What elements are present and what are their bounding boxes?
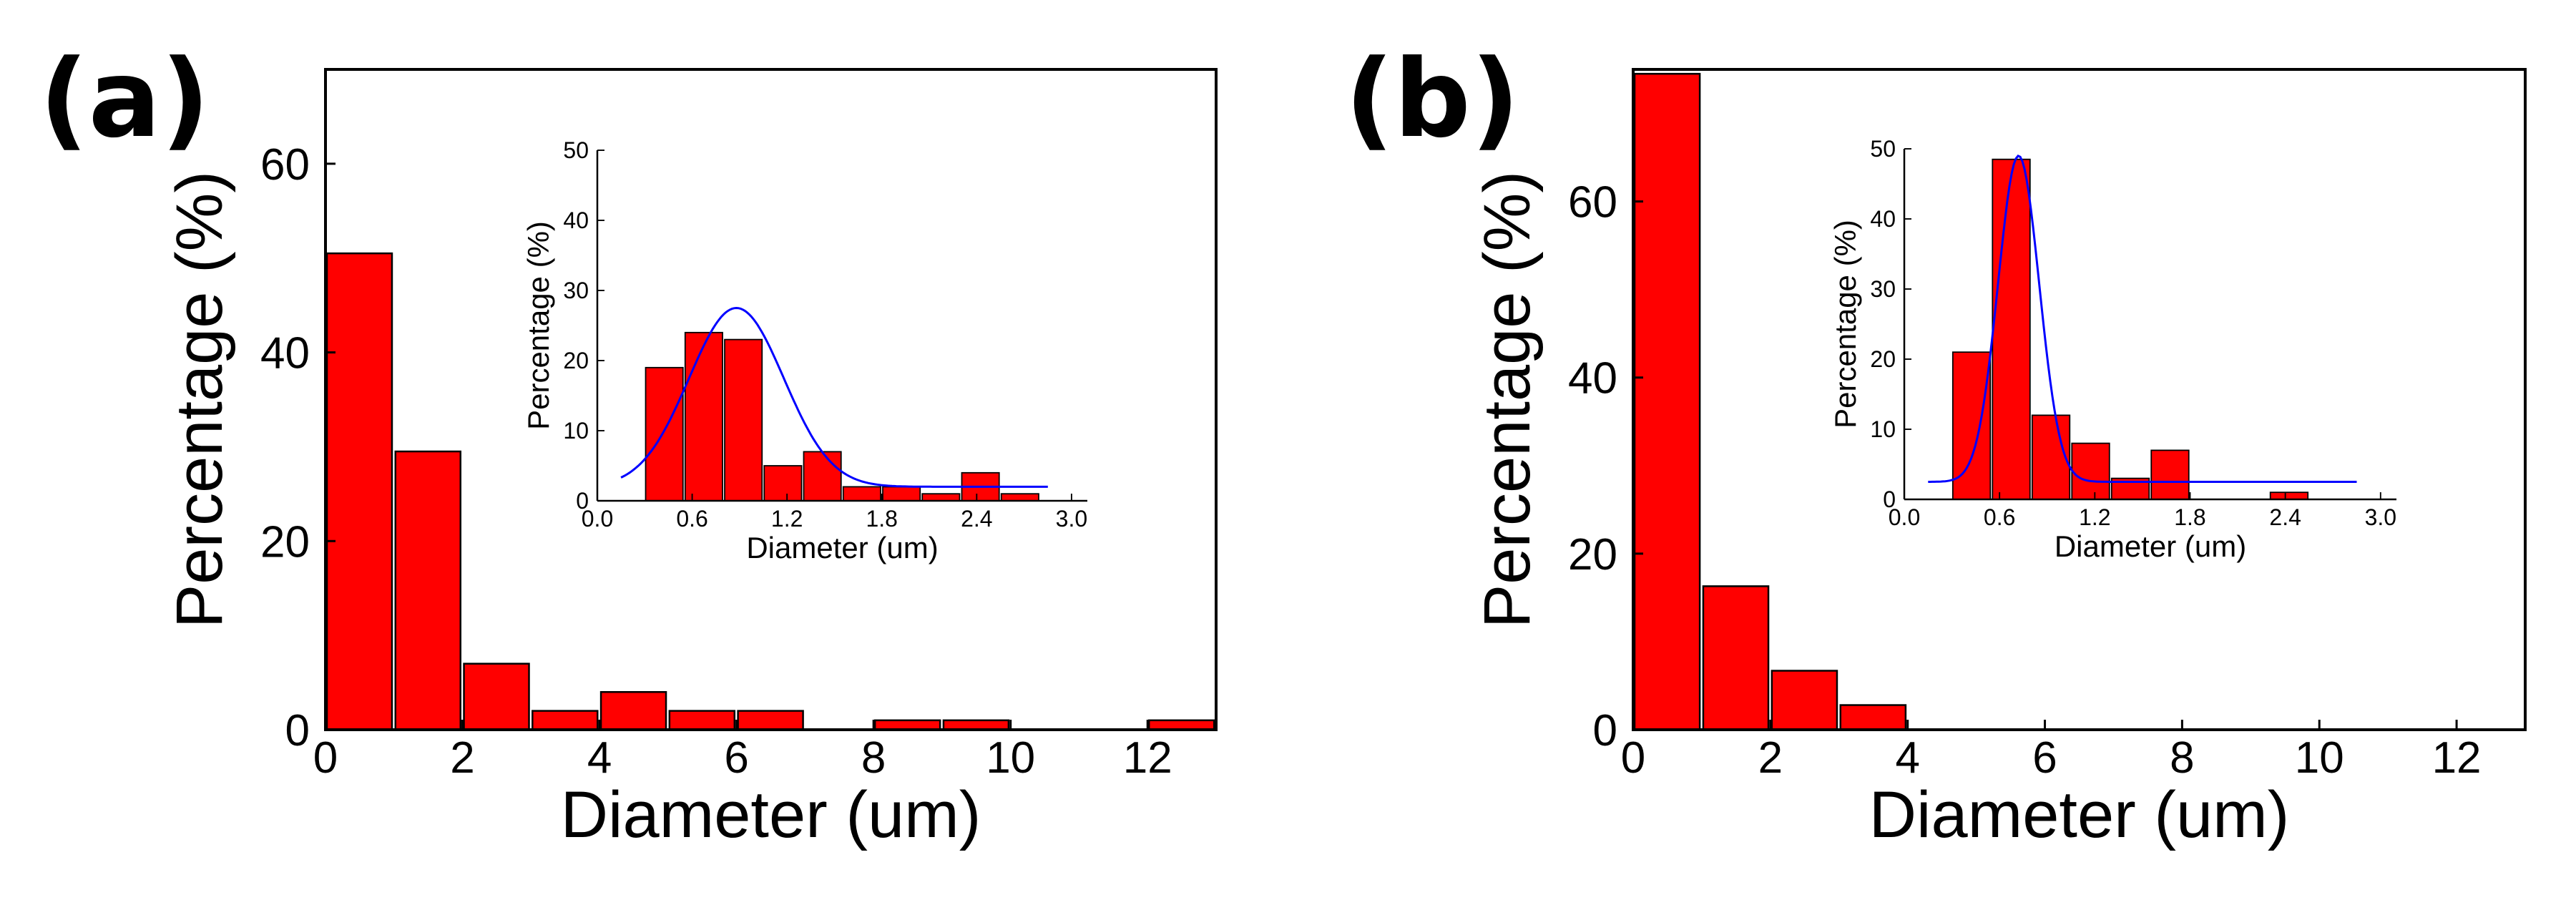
- chart-b-inset-bar-0: [1951, 351, 1992, 500]
- chart-a-inset-x-tick-label-1: 0.6: [676, 506, 707, 532]
- chart-a-inset-bar-6: [882, 486, 921, 502]
- chart-a-inset-y-tick-label-4: 40: [563, 207, 589, 233]
- chart-b-inset-y-tick-label-4: 40: [1870, 206, 1896, 232]
- chart-a-main-x-tick-label-5: 10: [986, 733, 1035, 783]
- chart-a-inset-bar-1: [684, 331, 723, 502]
- chart-a-inset-x-tick-label-4: 2.4: [961, 506, 992, 532]
- chart-b-main-y-tick-label-3: 60: [1568, 178, 1617, 228]
- chart-a-main-bar-2: [463, 662, 530, 731]
- chart-b-main-x-tick-label-4: 8: [2170, 733, 2194, 783]
- chart-a-inset-y-tick-label-5: 50: [563, 137, 589, 163]
- chart-b-main-x-tick-label-3: 6: [2032, 733, 2057, 783]
- chart-b-main-y-tick-label-1: 20: [1568, 530, 1617, 579]
- chart-b-main-frame: [1632, 68, 2527, 731]
- chart-b-inset-x-tick-label-1: 0.6: [1984, 504, 2015, 530]
- chart-a-main-y-tick-label-1: 20: [260, 517, 310, 567]
- chart-b-inset-bar-5: [2150, 449, 2190, 500]
- chart-b-inset-x-tick-label-0: 0.0: [1889, 504, 1920, 530]
- chart-b-main-x-tick-label-0: 0: [1621, 733, 1645, 783]
- chart-a-main-bar-1: [394, 450, 461, 731]
- chart-b-main-x-axis-title: Diameter (um): [1869, 778, 2290, 851]
- chart-a-main-frame: [324, 68, 1218, 731]
- chart-b-inset-y-tick-label-0: 0: [1883, 486, 1896, 512]
- chart-a-inset-bar-7: [921, 493, 961, 502]
- chart-b-inset-y-axis-title: Percentage (%): [1828, 220, 1862, 429]
- chart-a-main-x-tick-label-1: 2: [450, 733, 474, 783]
- chart-b-main-bar-1: [1702, 585, 1770, 731]
- chart-a-inset-bar-4: [803, 451, 842, 502]
- chart-a-inset-y-tick-label-2: 20: [563, 348, 589, 373]
- chart-a-inset: 0.0 0.6 1.2 1.8 2.4 3.0 0 10 20 30 40 50 Diameter (u…: [521, 137, 1087, 564]
- chart-a-inset-y-tick-label-3: 30: [563, 278, 589, 303]
- chart-a-inset-x-tick-label-0: 0.0: [582, 506, 613, 532]
- chart-b-main: 0 2 4 6 8 10 12 0 20 40 60 Diameter (um) Percentage …: [1471, 68, 2527, 851]
- chart-b-inset-y-tick-label-3: 30: [1870, 276, 1896, 302]
- chart-b-inset-x-tick-label-4: 2.4: [2269, 504, 2301, 530]
- chart-b-inset: 0.0 0.6 1.2 1.8 2.4 3.0 0 10 20 30 40 50 Diameter (u…: [1828, 136, 2396, 563]
- chart-a-inset-x-axis-title: Diameter (um): [746, 531, 938, 564]
- chart-a-main-x-tick-label-0: 0: [313, 733, 338, 783]
- chart-b-inset-y-tick-label-2: 20: [1870, 346, 1896, 372]
- chart-a-main-y-tick-label-2: 40: [260, 329, 310, 378]
- chart-b-inset-x-axis-title: Diameter (um): [2055, 529, 2246, 563]
- chart-b-inset-x-tick-label-2: 1.2: [2079, 504, 2110, 530]
- chart-a-main-y-tick-label-3: 60: [260, 140, 310, 190]
- chart-b-main-y-tick-label-2: 40: [1568, 354, 1617, 403]
- chart-b-main-x-tick-label-1: 2: [1758, 733, 1783, 783]
- chart-a-inset-y-tick-label-0: 0: [576, 488, 589, 514]
- chart-b-main-x-tick-label-2: 4: [1895, 733, 1919, 783]
- chart-b-inset-bar-2: [2031, 414, 2071, 500]
- chart-b-main-bar-2: [1771, 670, 1838, 731]
- chart-a-inset-bar-3: [763, 465, 803, 502]
- chart-a-inset-y-axis-title: Percentage (%): [521, 221, 555, 430]
- chart-b-inset-bar-6: [2269, 491, 2309, 500]
- chart-b-inset-y-tick-label-1: 10: [1870, 416, 1896, 442]
- chart-a-main-x-axis-title: Diameter (um): [561, 778, 981, 851]
- chart-b-main-bar-0: [1633, 72, 1701, 731]
- chart-b-main-x-tick-label-5: 10: [2295, 733, 2344, 783]
- chart-a-main-bar-0: [325, 252, 393, 731]
- chart-a-main-bar-4: [599, 691, 667, 731]
- chart-a-inset-x-tick-label-2: 1.2: [771, 506, 803, 532]
- chart-b-main-x-tick-label-6: 12: [2432, 733, 2482, 783]
- chart-a-main-x-tick-label-6: 12: [1123, 733, 1172, 783]
- chart-b-inset-bar-3: [2071, 442, 2110, 500]
- chart-a-main-y-axis-title: Percentage (%): [163, 171, 236, 628]
- chart-a-main-x-tick-label-4: 8: [861, 733, 886, 783]
- chart-a-main-bar-6: [737, 710, 804, 731]
- panel-label-a: (a): [39, 37, 210, 162]
- chart-a-main-x-tick-label-3: 6: [724, 733, 748, 783]
- chart-b-main-y-tick-label-0: 0: [1593, 706, 1617, 755]
- chart-b-inset-fit-curve: [1928, 155, 2357, 483]
- chart-a-main-bar-3: [532, 710, 599, 731]
- chart-b-main-bar-3: [1839, 704, 1907, 731]
- chart-b-main-y-axis-title: Percentage (%): [1471, 171, 1544, 628]
- chart-a-inset-bar-5: [842, 486, 881, 502]
- chart-a-inset-x-tick-label-3: 1.8: [866, 506, 897, 532]
- chart-a-main-y-tick-label-0: 0: [285, 706, 310, 755]
- chart-a-inset-bar-9: [1000, 493, 1039, 502]
- panel-label-b: (b): [1345, 37, 1519, 162]
- chart-a-inset-bar-2: [724, 338, 763, 502]
- chart-a-main-bar-5: [668, 710, 736, 731]
- chart-a-main-x-tick-label-2: 4: [587, 733, 612, 783]
- chart-a-main: 0 2 4 6 8 10 12 0 20 40 60 Diameter (um) Percentage …: [163, 68, 1218, 851]
- chart-b-inset-bar-1: [1992, 158, 2031, 500]
- chart-a-inset-y-tick-label-1: 10: [563, 418, 589, 444]
- chart-a-inset-bar-0: [645, 366, 684, 502]
- chart-a-inset-fit-curve: [620, 306, 1048, 488]
- chart-a-inset-x-tick-label-5: 3.0: [1056, 506, 1087, 532]
- chart-b-inset-x-tick-label-5: 3.0: [2365, 504, 2396, 530]
- chart-b-inset-x-tick-label-3: 1.8: [2174, 504, 2205, 530]
- chart-b-inset-y-tick-label-5: 50: [1870, 136, 1896, 162]
